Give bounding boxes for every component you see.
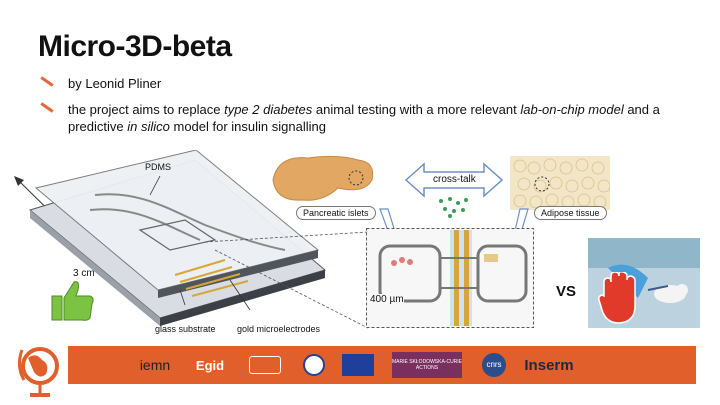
- seal-icon: [303, 354, 325, 376]
- pancreas-image: [272, 155, 374, 201]
- chip-illustration: [14, 150, 369, 329]
- eu-flag-icon: [342, 354, 374, 376]
- bullet-mark: [40, 102, 54, 113]
- label-scale-bar: 400 µm: [370, 294, 404, 305]
- label-adipose-tissue: Adipose tissue: [534, 206, 607, 220]
- logo-university: [240, 352, 290, 378]
- logo-cnrs: cnrs: [480, 352, 508, 378]
- bullet-aim-text: the project aims to replace type 2 diabe…: [68, 102, 660, 134]
- globe-logo: [17, 347, 59, 397]
- microfluidic-chip-detail: [366, 228, 534, 328]
- logo-msca: MARIE SKŁODOWSKA-CURIE ACTIONS: [392, 352, 462, 378]
- bullet-mark: [40, 76, 54, 87]
- thumbs-up-icon: [51, 281, 94, 321]
- logo-inserm: Inserm: [514, 352, 584, 378]
- label-pancreatic-islets: Pancreatic islets: [296, 206, 376, 220]
- university-crest-icon: [249, 356, 281, 374]
- label-cross-talk: cross-talk: [433, 174, 476, 185]
- adipose-tissue-image: [510, 156, 610, 210]
- logo-msca-text: MARIE SKŁODOWSKA-CURIE ACTIONS: [392, 359, 463, 371]
- stop-hand-icon: [598, 272, 636, 324]
- label-glass-substrate: glass substrate: [155, 324, 216, 334]
- label-size: 3 cm: [73, 268, 95, 279]
- logo-iemn: iemn: [130, 352, 180, 378]
- label-gold-microelectrodes: gold microelectrodes: [237, 324, 321, 334]
- logo-egid-text: Egid: [195, 357, 225, 373]
- vs-text: VS: [556, 283, 577, 300]
- partner-logos-bar: iemn Egid MARIE SKŁODOWSKA-CURIE ACTIONS…: [68, 346, 696, 384]
- signal-dots: [439, 197, 468, 218]
- slide-title: Micro-3D-beta: [38, 30, 232, 63]
- bullet-author-text: by Leonid Pliner: [68, 76, 162, 91]
- logo-iemn-text: iemn: [139, 357, 171, 373]
- logo-inserm-text: Inserm: [524, 356, 574, 374]
- logo-eu-flag: [340, 352, 376, 378]
- logo-round-seal: [300, 352, 328, 378]
- cross-talk-arrow: [404, 162, 504, 198]
- label-pdms: PDMS: [145, 162, 172, 172]
- logo-egid: Egid: [188, 352, 232, 378]
- logo-cnrs-text: cnrs: [482, 353, 506, 377]
